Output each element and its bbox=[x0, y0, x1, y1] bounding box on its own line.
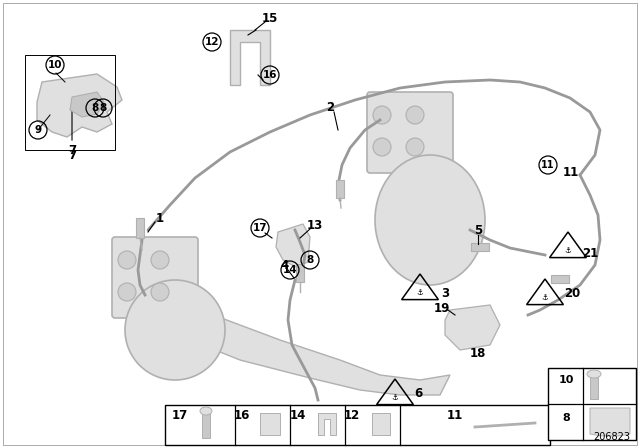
Ellipse shape bbox=[406, 106, 424, 124]
Polygon shape bbox=[230, 30, 270, 85]
Text: 10: 10 bbox=[48, 60, 62, 70]
Text: 1: 1 bbox=[156, 211, 164, 224]
Text: 6: 6 bbox=[414, 387, 422, 400]
Text: 17: 17 bbox=[253, 223, 268, 233]
Ellipse shape bbox=[151, 283, 169, 301]
Text: 16: 16 bbox=[234, 409, 250, 422]
Text: 21: 21 bbox=[582, 246, 598, 259]
Text: 13: 13 bbox=[307, 219, 323, 232]
Bar bbox=[590, 373, 598, 399]
Text: 20: 20 bbox=[564, 287, 580, 300]
Text: ⚓: ⚓ bbox=[392, 392, 399, 401]
Bar bbox=[260, 413, 280, 435]
Ellipse shape bbox=[118, 283, 136, 301]
Text: 14: 14 bbox=[283, 265, 298, 275]
Ellipse shape bbox=[373, 138, 391, 156]
Text: 8: 8 bbox=[307, 255, 314, 265]
Text: 18: 18 bbox=[470, 346, 486, 359]
Bar bbox=[165, 405, 550, 445]
Text: 8: 8 bbox=[99, 103, 107, 113]
Text: 8: 8 bbox=[92, 103, 99, 113]
Ellipse shape bbox=[587, 370, 601, 378]
Text: 2: 2 bbox=[326, 100, 334, 113]
Polygon shape bbox=[37, 74, 122, 137]
Bar bbox=[372, 413, 390, 435]
Ellipse shape bbox=[118, 251, 136, 269]
Polygon shape bbox=[445, 305, 500, 350]
FancyBboxPatch shape bbox=[367, 92, 453, 173]
Bar bbox=[202, 410, 210, 438]
Text: 17: 17 bbox=[172, 409, 188, 422]
Text: 11: 11 bbox=[541, 160, 555, 170]
Text: ⚓: ⚓ bbox=[417, 288, 424, 297]
Text: 206823: 206823 bbox=[593, 432, 630, 442]
Text: 5: 5 bbox=[474, 224, 482, 237]
Text: 8: 8 bbox=[562, 413, 570, 423]
FancyBboxPatch shape bbox=[112, 237, 198, 318]
Text: 7: 7 bbox=[68, 143, 76, 156]
Text: 3: 3 bbox=[441, 287, 449, 300]
Text: 14: 14 bbox=[290, 409, 306, 422]
Polygon shape bbox=[318, 413, 336, 435]
Ellipse shape bbox=[125, 280, 225, 380]
Text: ⚓: ⚓ bbox=[564, 246, 572, 254]
Text: 16: 16 bbox=[263, 70, 277, 80]
Polygon shape bbox=[590, 408, 630, 436]
Ellipse shape bbox=[200, 407, 212, 415]
Text: 15: 15 bbox=[262, 12, 278, 25]
Text: 4: 4 bbox=[281, 258, 289, 271]
Text: 11: 11 bbox=[563, 165, 579, 178]
Text: 19: 19 bbox=[434, 302, 450, 314]
Bar bbox=[25, 55, 115, 150]
Text: 12: 12 bbox=[205, 37, 220, 47]
Bar bbox=[136, 218, 144, 238]
Text: 10: 10 bbox=[558, 375, 573, 385]
Bar bbox=[551, 275, 569, 283]
Polygon shape bbox=[185, 310, 450, 395]
Text: 11: 11 bbox=[447, 409, 463, 422]
Text: 7: 7 bbox=[68, 148, 76, 161]
Text: 12: 12 bbox=[344, 409, 360, 422]
Bar bbox=[336, 180, 344, 198]
Text: ⚓: ⚓ bbox=[541, 293, 548, 302]
Ellipse shape bbox=[375, 155, 485, 285]
Bar bbox=[548, 368, 636, 440]
Ellipse shape bbox=[151, 251, 169, 269]
Ellipse shape bbox=[406, 138, 424, 156]
Polygon shape bbox=[276, 224, 310, 267]
Bar bbox=[296, 264, 304, 282]
Text: 9: 9 bbox=[35, 125, 42, 135]
Ellipse shape bbox=[373, 106, 391, 124]
Polygon shape bbox=[70, 92, 104, 117]
Bar bbox=[471, 243, 489, 251]
